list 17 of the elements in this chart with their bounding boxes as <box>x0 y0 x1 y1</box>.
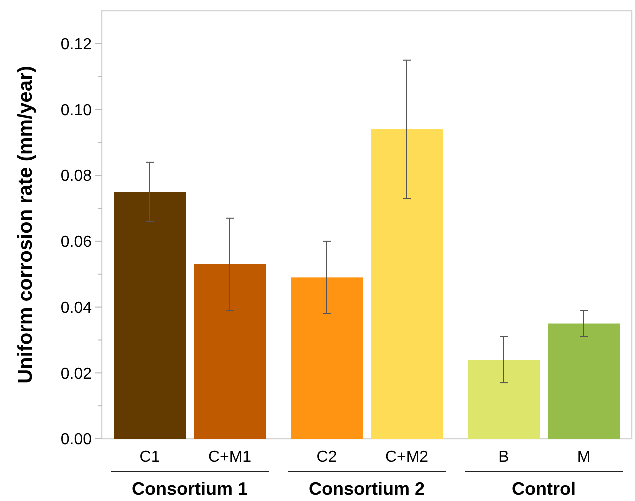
y-tick-label: 0.06 <box>60 234 92 252</box>
x-tick-label: B <box>498 449 510 466</box>
y-axis-title: Uniform corrosion rate (mm/year) <box>15 66 37 384</box>
text: Consortium 2 <box>308 479 426 499</box>
x-tick-label: C+M2 <box>385 449 429 466</box>
y-tick-label: 0.08 <box>60 168 92 186</box>
text: Control <box>512 479 576 499</box>
text: Consortium 1 <box>132 479 248 499</box>
y-tick-label: 0.04 <box>60 300 92 317</box>
x-tick-label: C2 <box>316 449 338 466</box>
y-tick-label: 0.12 <box>60 36 92 54</box>
x-tick-label: C1 <box>140 449 160 466</box>
y-tick-label: 0.02 <box>60 366 92 383</box>
x-tick-label: M <box>577 449 591 466</box>
y-tick-label: 0.00 <box>60 432 92 449</box>
y-tick-label: 0.10 <box>60 102 92 120</box>
x-tick-label: C+M1 <box>208 449 252 466</box>
